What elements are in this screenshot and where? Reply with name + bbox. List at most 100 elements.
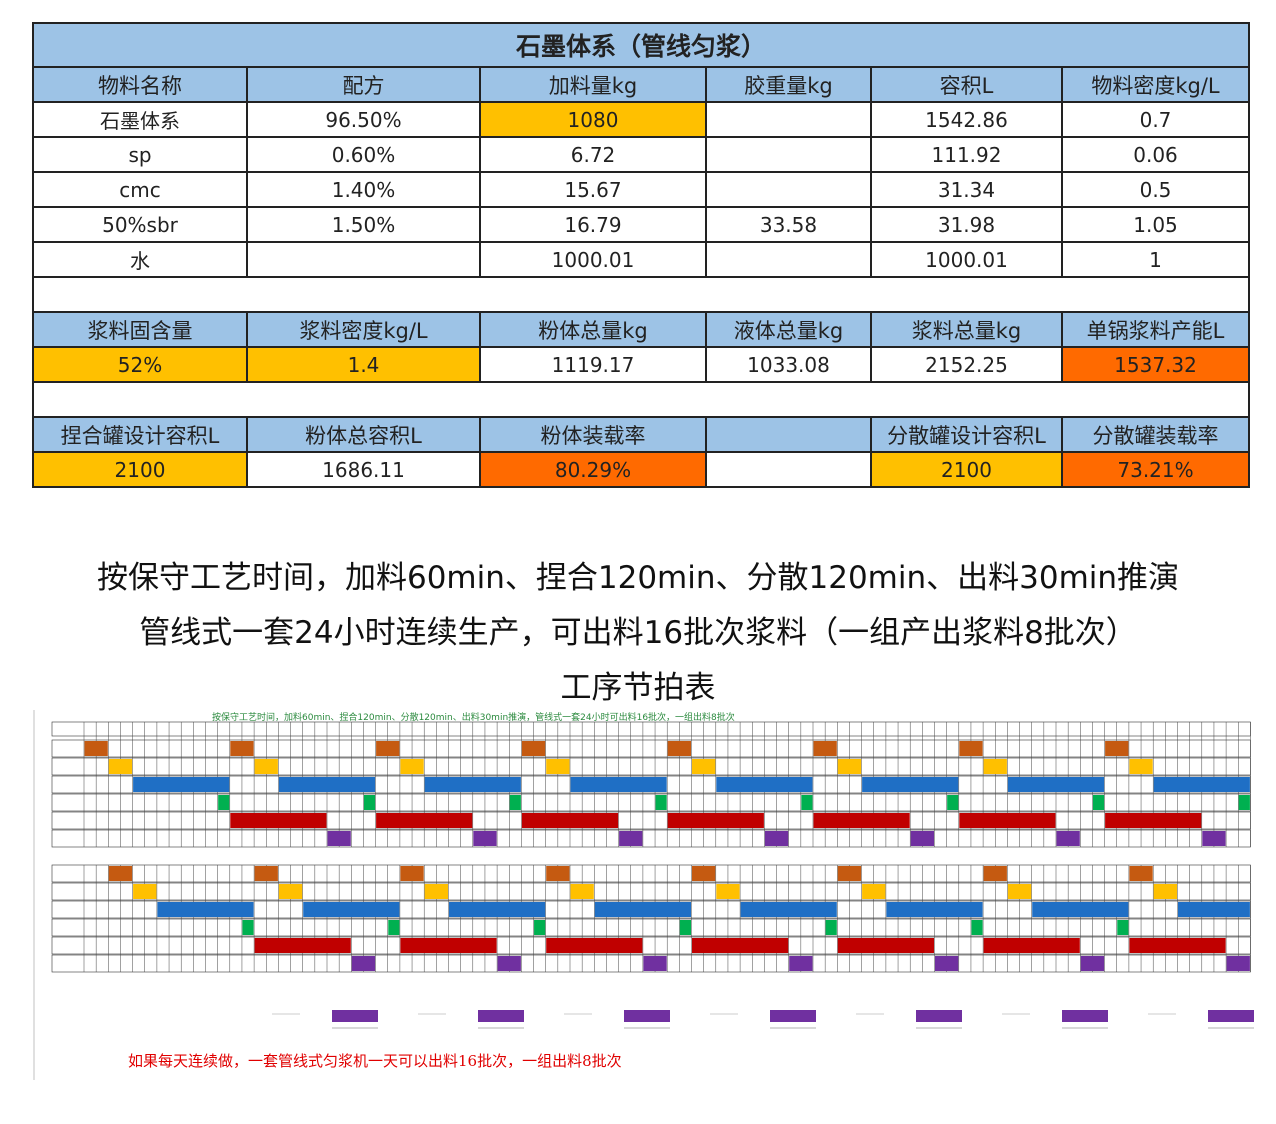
group-b-feed-block	[546, 866, 570, 881]
group-a-transfer-block	[655, 795, 667, 810]
group-a-aux-block	[254, 759, 278, 774]
table-header-row: 物料名称 配方 加料量kg 胶重量kg 容积L 物料密度kg/L	[32, 66, 1251, 103]
schedule-header-row	[51, 721, 1251, 737]
group-a-aux-block	[1129, 759, 1153, 774]
group-a-knead-block	[278, 777, 376, 792]
group-a-feed-block	[230, 741, 254, 756]
table-row: 水 1000.01 1000.01 1	[32, 241, 1251, 278]
tank-value-row: 2100 1686.11 80.29% 2100 73.21%	[32, 451, 1251, 488]
table-cell: 16.79	[479, 206, 707, 243]
group-b-transfer-block	[388, 920, 400, 935]
header-cell: 加料量kg	[479, 66, 707, 103]
batch-pill	[624, 1010, 670, 1022]
group-b-feed-block	[983, 866, 1007, 881]
batch-pill	[478, 1010, 524, 1022]
group-a-disperse-block	[376, 813, 473, 828]
table-cell	[705, 101, 872, 138]
schedule-note: 如果每天连续做，一套管线式匀浆机一天可以出料16批次，一组出料8批次	[128, 1052, 622, 1070]
group-b-knead-block	[1178, 902, 1250, 917]
group-b-knead-block	[1032, 902, 1129, 917]
group-b-aux-block	[133, 884, 157, 899]
table-cell: 1033.08	[705, 346, 872, 383]
group-b-transfer-block	[534, 920, 546, 935]
header-cell: 容积L	[870, 66, 1063, 103]
group-b-discharge-block	[643, 956, 667, 971]
header-cell: 液体总量kg	[705, 311, 872, 348]
group-b-disperse-block	[1129, 938, 1226, 953]
table-cell: 1.05	[1060, 206, 1251, 243]
group-a-knead-block	[1153, 777, 1250, 792]
group-a-feed-block	[959, 741, 983, 756]
group-a-aux-block	[837, 759, 862, 774]
group-b-knead-block	[594, 902, 691, 917]
header-cell: 胶重量kg	[705, 66, 872, 103]
group-b-feed-block	[837, 866, 862, 881]
table-cell: 52%	[32, 346, 248, 383]
batch-pill	[770, 1010, 816, 1022]
table-cell	[246, 241, 481, 278]
table-cell	[705, 171, 872, 208]
header-cell: 捏合罐设计容积L	[32, 416, 248, 453]
group-a-aux-block	[546, 759, 570, 774]
table-cell: 15.67	[479, 171, 707, 208]
table-row: 50%sbr 1.50% 16.79 33.58 31.98 1.05	[32, 206, 1251, 243]
group-b-feed-block	[692, 866, 716, 881]
table-cell: 2152.25	[870, 346, 1063, 383]
header-cell: 物料名称	[32, 66, 248, 103]
group-b-knead-block	[449, 902, 546, 917]
table-cell: 1537.32	[1060, 346, 1251, 383]
table-cell: 31.98	[870, 206, 1063, 243]
group-b-discharge-block	[351, 956, 376, 971]
table-cell: 1119.17	[479, 346, 707, 383]
summary-header-row: 浆料固含量 浆料密度kg/L 粉体总量kg 液体总量kg 浆料总量kg 单锅浆料…	[32, 311, 1251, 348]
header-cell: 粉体装载率	[479, 416, 707, 453]
group-b-aux-block	[570, 884, 594, 899]
table-cell: 2100	[32, 451, 248, 488]
group-a-row	[51, 757, 1251, 776]
group-b-disperse-block	[546, 938, 643, 953]
header-cell: 浆料总量kg	[870, 311, 1063, 348]
group-a-discharge-block	[473, 831, 497, 846]
table-cell	[705, 241, 872, 278]
group-b-row	[51, 864, 1251, 883]
group-a-disperse-block	[230, 813, 327, 828]
group-a-knead-block	[570, 777, 667, 792]
group-a-knead-block	[133, 777, 230, 792]
table-cell: 0.06	[1060, 136, 1251, 173]
group-a-feed-block	[813, 741, 837, 756]
group-a-transfer-block	[218, 795, 230, 810]
table-cell: 50%sbr	[32, 206, 248, 243]
table-cell: 31.34	[870, 171, 1063, 208]
group-b-aux-block	[1153, 884, 1177, 899]
group-b-transfer-block	[679, 920, 691, 935]
table-cell	[705, 136, 872, 173]
group-b-knead-block	[303, 902, 400, 917]
group-a-feed-block	[376, 741, 400, 756]
header-cell	[705, 416, 872, 453]
group-a-knead-block	[862, 777, 959, 792]
group-a-transfer-block	[363, 795, 376, 810]
process-schedule-chart: 按保守工艺时间，加料60min、捏合120min、分散120min、出料30mi…	[32, 710, 1254, 1090]
table-cell: 0.60%	[246, 136, 481, 173]
schedule-grid	[33, 710, 1254, 1080]
group-b-knead-block	[157, 902, 254, 917]
formula-table: 石墨体系（管线匀浆） 物料名称 配方 加料量kg 胶重量kg 容积L 物料密度k…	[31, 22, 1251, 488]
description-line-2: 管线式一套24小时连续生产，可出料16批次浆料（一组产出浆料8批次）	[139, 615, 1137, 651]
header-cell: 配方	[246, 66, 481, 103]
group-a-disperse-block	[1105, 813, 1202, 828]
group-a-disperse-block	[813, 813, 910, 828]
group-a-transfer-block	[947, 795, 959, 810]
table-cell: 0.7	[1060, 101, 1251, 138]
group-a-aux-block	[400, 759, 424, 774]
group-b-aux-block	[424, 884, 448, 899]
table-cell: 石墨体系	[32, 101, 248, 138]
group-b-discharge-block	[1080, 956, 1105, 971]
batch-pill	[1208, 1010, 1254, 1022]
group-a-discharge-block	[1202, 831, 1226, 846]
table-title: 石墨体系（管线匀浆）	[31, 22, 1251, 68]
group-b-aux-block	[278, 884, 303, 899]
header-cell: 分散罐设计容积L	[870, 416, 1063, 453]
header-cell: 浆料固含量	[32, 311, 248, 348]
table-cell: 1.40%	[246, 171, 481, 208]
table-cell: 1	[1060, 241, 1251, 278]
